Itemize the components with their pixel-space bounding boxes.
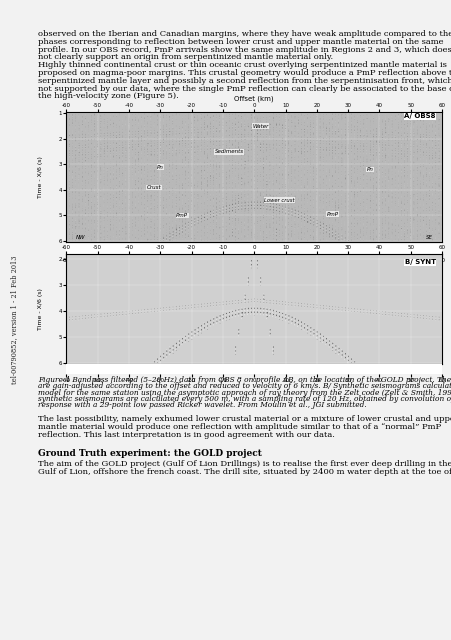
- Text: Time - X/6 (s): Time - X/6 (s): [38, 288, 43, 330]
- Text: not supported by our data, where the single PmP reflection can clearly be associ: not supported by our data, where the sin…: [38, 84, 451, 93]
- Text: observed on the Iberian and Canadian margins, where they have weak amplitude com: observed on the Iberian and Canadian mar…: [38, 30, 451, 38]
- Text: A/ OBS8: A/ OBS8: [403, 113, 435, 120]
- Text: Highly thinned continental crust or thin oceanic crust overlying serpentinized m: Highly thinned continental crust or thin…: [38, 61, 446, 69]
- Text: serpentinized mantle layer and possibly a second reflection from the serpentinis: serpentinized mantle layer and possibly …: [38, 77, 451, 85]
- Text: The last possibility, namely exhumed lower crustal material or a mixture of lowe: The last possibility, namely exhumed low…: [38, 415, 451, 423]
- Text: are gain-adjusted according to the offset and reduced to velocity of 6 km/s. B/ : are gain-adjusted according to the offse…: [38, 383, 451, 390]
- Text: Gulf of Lion, offshore the french coast. The drill site, situated by 2400 m wate: Gulf of Lion, offshore the french coast.…: [38, 468, 451, 476]
- Text: Pn: Pn: [366, 167, 373, 172]
- Text: model for the same station using the asymptotic approach of ray theory from the : model for the same station using the asy…: [38, 388, 451, 397]
- Text: Pn: Pn: [156, 164, 163, 170]
- Text: proposed on magma-poor margins. This crustal geometry would produce a PmP reflec: proposed on magma-poor margins. This cru…: [38, 69, 451, 77]
- Text: PmP: PmP: [326, 212, 338, 217]
- Text: The aim of the GOLD project (Gulf Of Lion Drillings) is to realise the first eve: The aim of the GOLD project (Gulf Of Lio…: [38, 460, 451, 468]
- Text: Water: Water: [252, 124, 268, 129]
- Text: B/ SYNT: B/ SYNT: [404, 259, 435, 266]
- Text: PmP: PmP: [176, 213, 188, 218]
- Text: SE: SE: [425, 235, 432, 239]
- X-axis label: Offset (km): Offset (km): [234, 95, 273, 102]
- Text: phases corresponding to reflection between lower crust and upper mantle material: phases corresponding to reflection betwe…: [38, 38, 443, 46]
- Text: profile. In our OBS record, PmP arrivals show the same amplitude in Regions 2 an: profile. In our OBS record, PmP arrivals…: [38, 45, 451, 54]
- Text: Sediments: Sediments: [214, 149, 243, 154]
- Text: synthetic seismograms are calculated every 500 m, with a sampling rate of 120 Hz: synthetic seismograms are calculated eve…: [38, 395, 451, 403]
- Text: Ground Truth experiment: the GOLD project: Ground Truth experiment: the GOLD projec…: [38, 449, 262, 458]
- Text: NW: NW: [76, 235, 85, 239]
- Text: Lower crust: Lower crust: [263, 198, 294, 203]
- Text: Figure 4 Bandpass filtered (5–20 Hz) data from OBS 8 on profile AB, on the locat: Figure 4 Bandpass filtered (5–20 Hz) dat…: [38, 376, 451, 384]
- Text: response with a 29-point low passed Ricker wavelet. From Moulin et al., JGI subm: response with a 29-point low passed Rick…: [38, 401, 366, 409]
- Text: Time - X/6 (s): Time - X/6 (s): [38, 156, 43, 198]
- Text: mantle material would produce one reflection with amplitude similar to that of a: mantle material would produce one reflec…: [38, 423, 441, 431]
- Text: Crust: Crust: [147, 185, 161, 190]
- Text: not clearly support an origin from serpentinized mantle material only.: not clearly support an origin from serpe…: [38, 53, 333, 61]
- Text: reflection. This last interpretation is in good agreement with our data.: reflection. This last interpretation is …: [38, 431, 335, 439]
- Text: tel-00790852, version 1 - 21 Feb 2013: tel-00790852, version 1 - 21 Feb 2013: [10, 256, 18, 384]
- Text: the high-velocity zone (Figure 5).: the high-velocity zone (Figure 5).: [38, 92, 179, 100]
